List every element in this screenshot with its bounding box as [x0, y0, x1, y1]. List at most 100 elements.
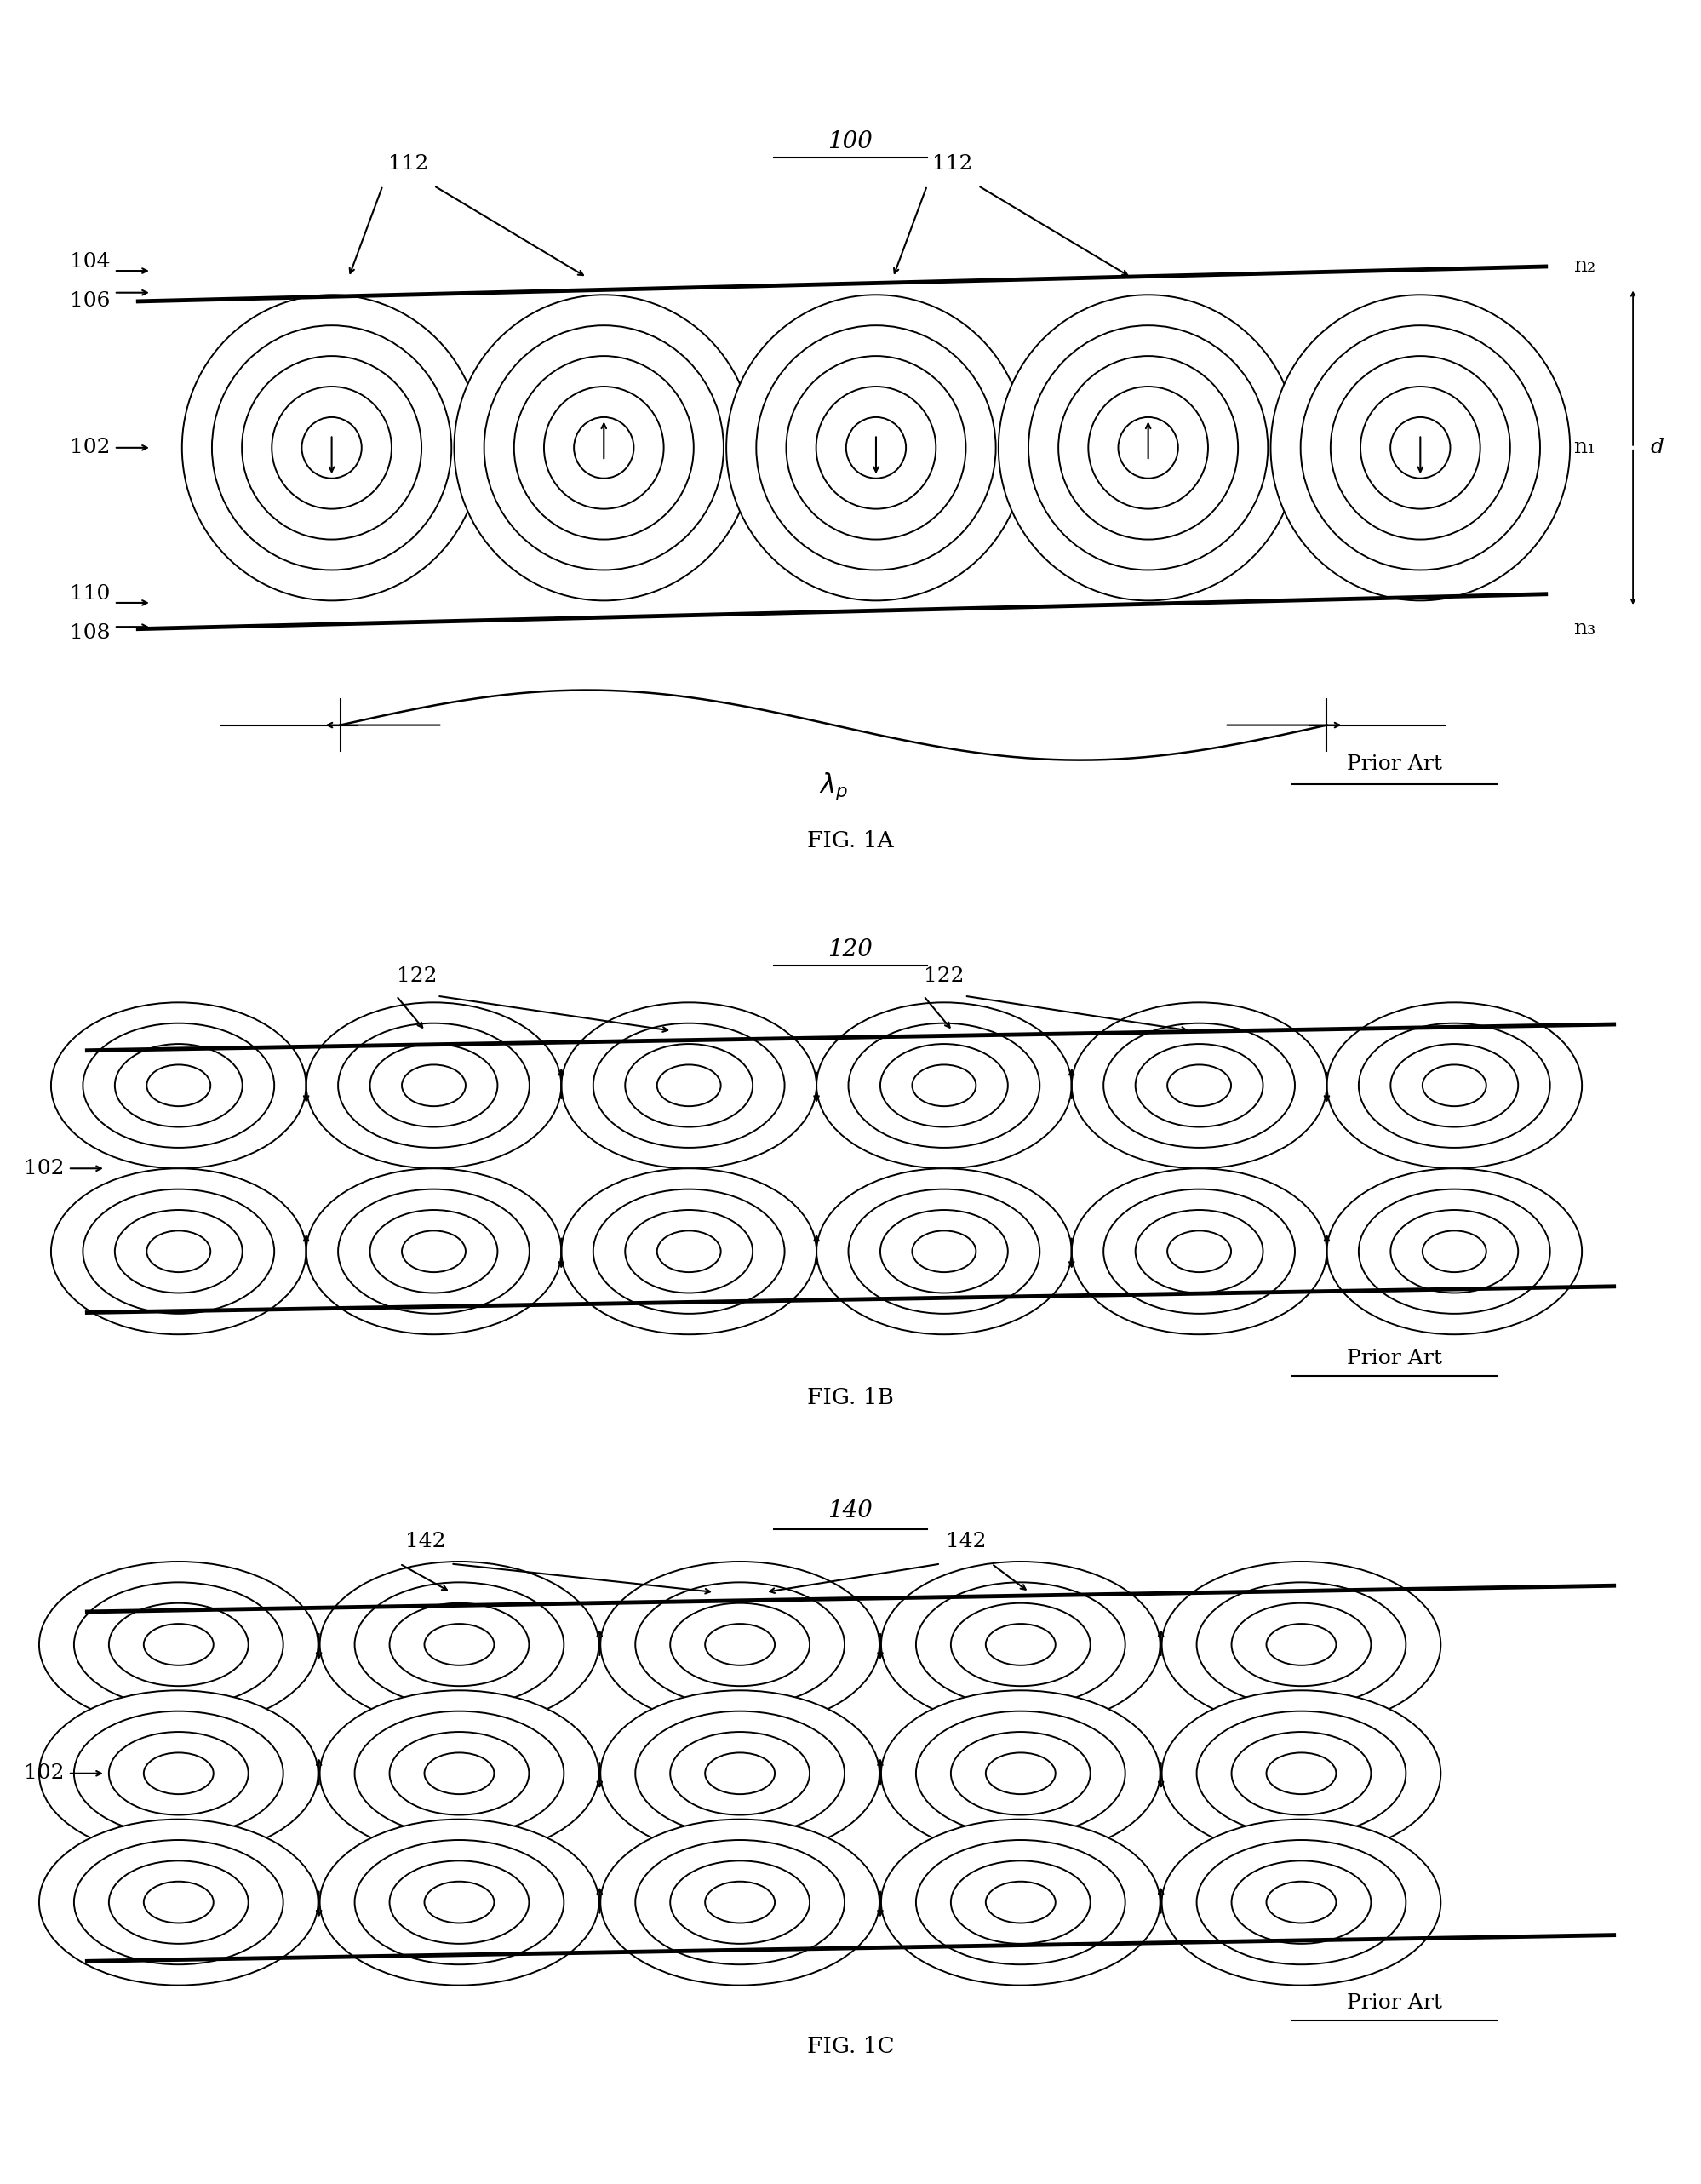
Text: d: d	[1650, 439, 1664, 456]
Ellipse shape	[1104, 1022, 1294, 1149]
Ellipse shape	[561, 1002, 816, 1168]
Text: FIG. 1B: FIG. 1B	[808, 1387, 893, 1409]
Ellipse shape	[306, 1002, 561, 1168]
Ellipse shape	[706, 1752, 774, 1795]
Ellipse shape	[915, 1712, 1126, 1835]
Ellipse shape	[600, 1819, 879, 1985]
Ellipse shape	[390, 1732, 529, 1815]
Ellipse shape	[670, 1732, 810, 1815]
Ellipse shape	[594, 1188, 784, 1315]
Ellipse shape	[1422, 1066, 1487, 1107]
Ellipse shape	[1266, 1752, 1337, 1795]
Ellipse shape	[636, 1712, 844, 1835]
Ellipse shape	[1198, 1839, 1405, 1966]
Ellipse shape	[1390, 417, 1451, 478]
Ellipse shape	[146, 1066, 211, 1107]
Text: FIG. 1A: FIG. 1A	[808, 830, 893, 852]
Ellipse shape	[143, 1625, 214, 1664]
Ellipse shape	[786, 356, 966, 539]
Ellipse shape	[514, 356, 694, 539]
Ellipse shape	[1301, 325, 1539, 570]
Ellipse shape	[998, 295, 1298, 601]
Ellipse shape	[109, 1603, 248, 1686]
Ellipse shape	[915, 1839, 1126, 1966]
Text: 112: 112	[388, 155, 429, 173]
Ellipse shape	[849, 1188, 1039, 1315]
Ellipse shape	[1422, 1232, 1487, 1271]
Ellipse shape	[1029, 325, 1267, 570]
Ellipse shape	[454, 295, 754, 601]
Text: n₃: n₃	[1573, 620, 1596, 638]
Ellipse shape	[75, 1712, 282, 1835]
Ellipse shape	[951, 1603, 1090, 1686]
Text: 142: 142	[946, 1533, 987, 1551]
Ellipse shape	[1198, 1712, 1405, 1835]
Ellipse shape	[951, 1732, 1090, 1815]
Ellipse shape	[338, 1022, 529, 1149]
Ellipse shape	[881, 1690, 1160, 1856]
Text: 122: 122	[396, 968, 437, 985]
Ellipse shape	[1136, 1210, 1262, 1293]
Text: Prior Art: Prior Art	[1347, 1994, 1442, 2011]
Ellipse shape	[1167, 1066, 1232, 1107]
Ellipse shape	[1266, 1625, 1337, 1664]
Text: 112: 112	[932, 155, 973, 173]
Ellipse shape	[1104, 1188, 1294, 1315]
Text: Prior Art: Prior Art	[1347, 1350, 1442, 1367]
Ellipse shape	[390, 1603, 529, 1686]
Ellipse shape	[242, 356, 422, 539]
Ellipse shape	[985, 1883, 1055, 1924]
Text: 142: 142	[405, 1533, 446, 1551]
Ellipse shape	[1162, 1562, 1441, 1728]
Ellipse shape	[83, 1022, 274, 1149]
Ellipse shape	[1072, 1168, 1327, 1334]
Ellipse shape	[182, 295, 481, 601]
Ellipse shape	[657, 1232, 721, 1271]
Ellipse shape	[320, 1562, 599, 1728]
Ellipse shape	[1232, 1603, 1371, 1686]
Ellipse shape	[39, 1562, 318, 1728]
Ellipse shape	[1271, 295, 1570, 601]
Ellipse shape	[1330, 356, 1510, 539]
Ellipse shape	[401, 1066, 466, 1107]
Ellipse shape	[881, 1210, 1007, 1293]
Text: Prior Art: Prior Art	[1347, 756, 1442, 773]
Text: n₂: n₂	[1573, 258, 1596, 275]
Ellipse shape	[600, 1562, 879, 1728]
Ellipse shape	[425, 1625, 495, 1664]
Ellipse shape	[881, 1562, 1160, 1728]
Text: 102: 102	[70, 439, 111, 456]
Ellipse shape	[116, 1044, 242, 1127]
Ellipse shape	[1327, 1002, 1582, 1168]
Ellipse shape	[116, 1210, 242, 1293]
Ellipse shape	[1162, 1690, 1441, 1856]
Ellipse shape	[706, 1625, 774, 1664]
Ellipse shape	[51, 1168, 306, 1334]
Ellipse shape	[1072, 1002, 1327, 1168]
Ellipse shape	[951, 1861, 1090, 1944]
Ellipse shape	[626, 1044, 752, 1127]
Ellipse shape	[670, 1603, 810, 1686]
Ellipse shape	[881, 1819, 1160, 1985]
Ellipse shape	[39, 1819, 318, 1985]
Text: FIG. 1C: FIG. 1C	[806, 2035, 895, 2057]
Ellipse shape	[425, 1883, 495, 1924]
Ellipse shape	[306, 1168, 561, 1334]
Ellipse shape	[390, 1861, 529, 1944]
Text: 106: 106	[70, 293, 111, 310]
Text: 108: 108	[70, 625, 111, 642]
Ellipse shape	[757, 325, 995, 570]
Text: 100: 100	[828, 131, 873, 153]
Ellipse shape	[636, 1581, 844, 1708]
Ellipse shape	[1359, 1022, 1550, 1149]
Ellipse shape	[320, 1819, 599, 1985]
Ellipse shape	[726, 295, 1026, 601]
Ellipse shape	[1162, 1819, 1441, 1985]
Text: 104: 104	[70, 253, 111, 271]
Ellipse shape	[1327, 1168, 1582, 1334]
Ellipse shape	[356, 1712, 565, 1835]
Ellipse shape	[985, 1625, 1055, 1664]
Ellipse shape	[371, 1210, 497, 1293]
Ellipse shape	[706, 1883, 774, 1924]
Ellipse shape	[75, 1581, 282, 1708]
